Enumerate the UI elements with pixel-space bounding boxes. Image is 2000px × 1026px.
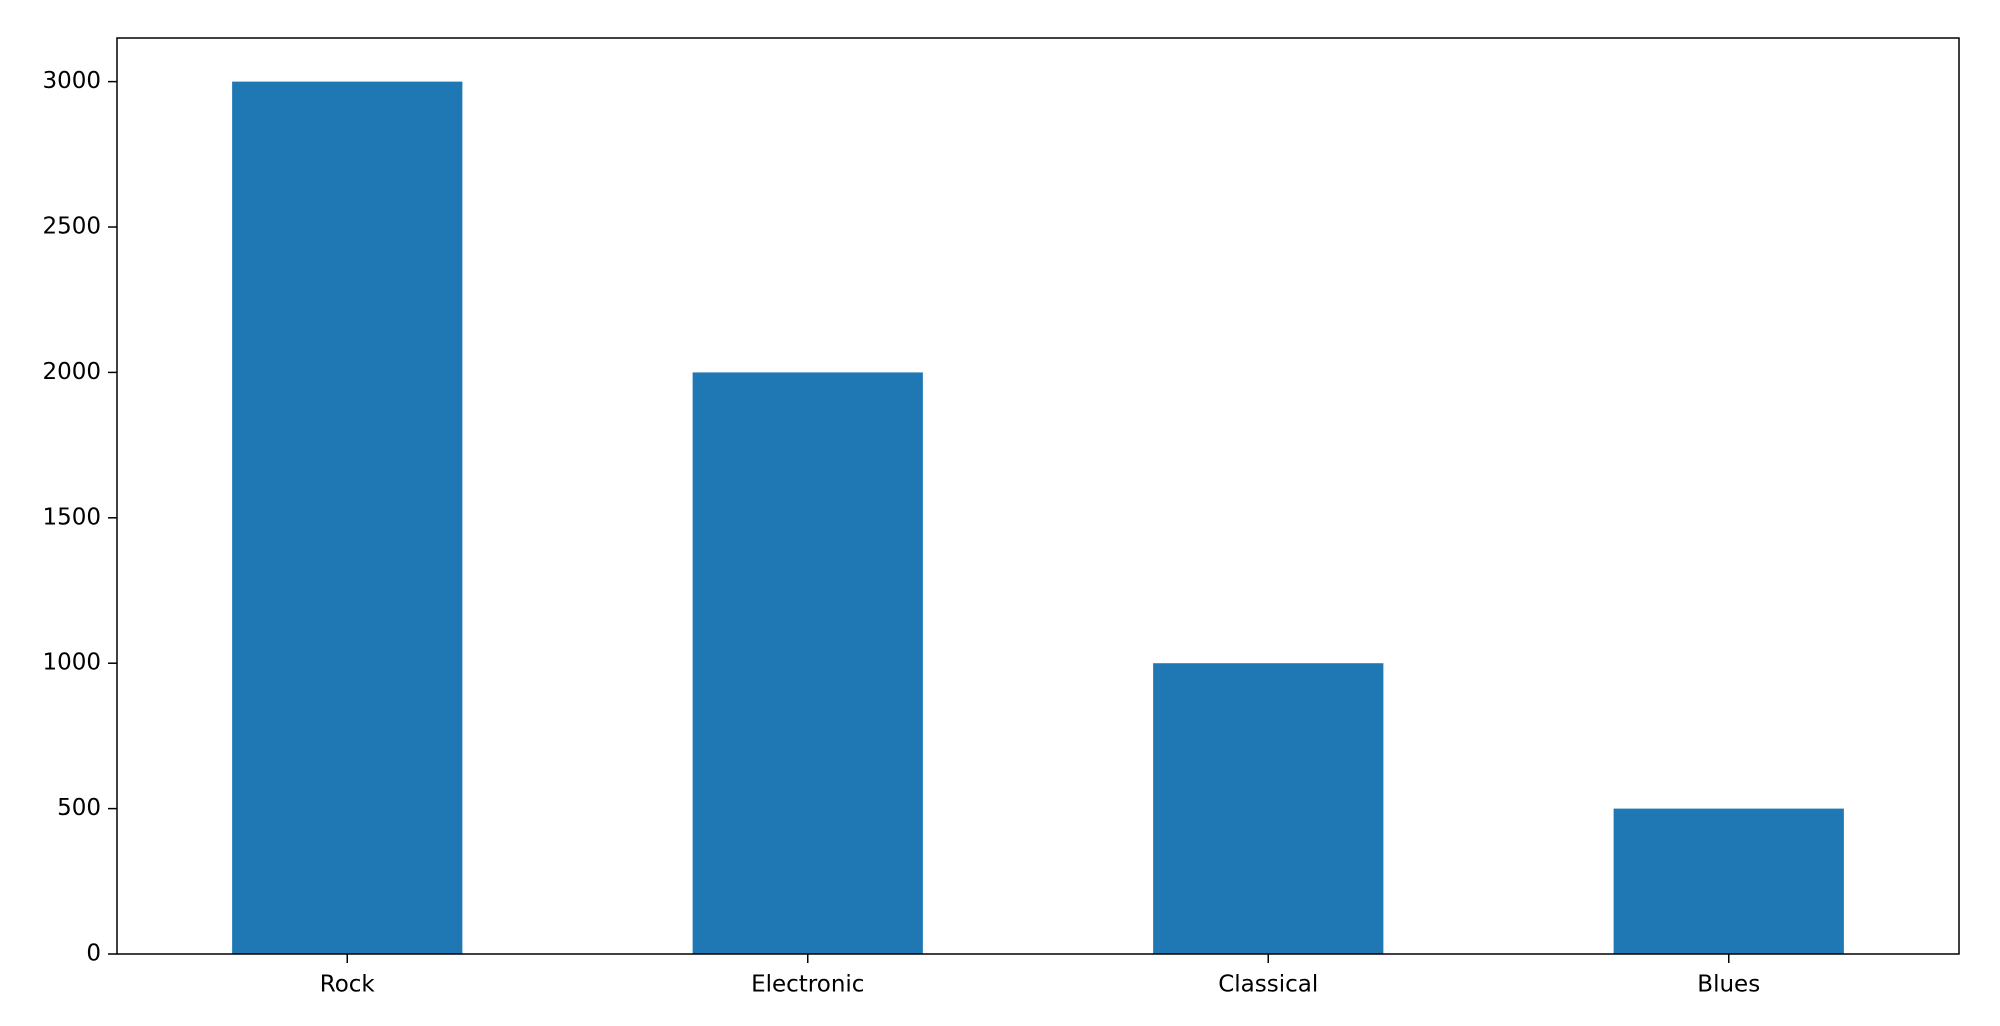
bar (1613, 808, 1844, 954)
y-tick-label: 500 (57, 795, 101, 821)
y-tick-label: 1500 (42, 504, 101, 530)
x-tick-label: Rock (320, 972, 376, 998)
bar (232, 81, 463, 955)
y-tick-label: 2500 (42, 214, 101, 240)
x-tick-label: Blues (1697, 972, 1760, 998)
plot-frame (116, 37, 1960, 955)
bar (1153, 663, 1384, 954)
bar (692, 372, 923, 954)
y-tick-label: 3000 (42, 68, 101, 94)
x-tick-label: Classical (1218, 972, 1318, 998)
x-tick-label: Electronic (751, 972, 864, 998)
y-tick-label: 1000 (42, 650, 101, 676)
y-tick-label: 2000 (42, 359, 101, 385)
y-tick-label: 0 (86, 941, 101, 967)
